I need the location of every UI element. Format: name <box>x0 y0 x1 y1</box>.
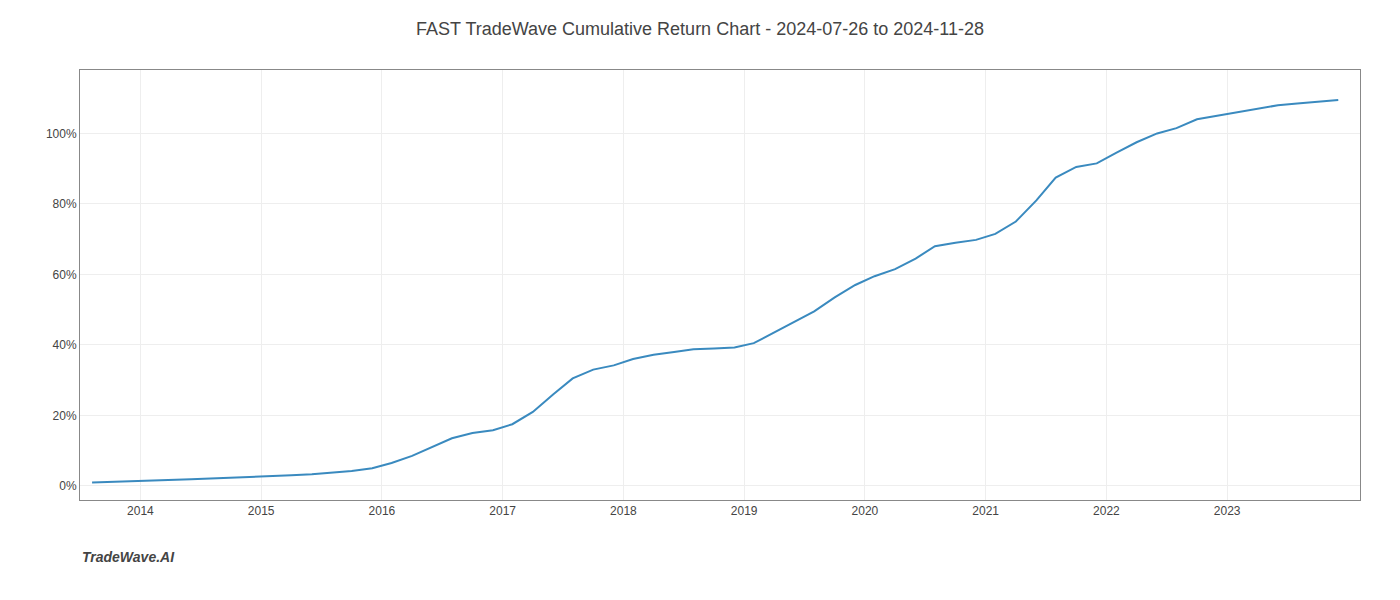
svg-text:TradeWave.AI: TradeWave.AI <box>82 549 175 565</box>
svg-text:80%: 80% <box>53 197 77 211</box>
svg-text:2016: 2016 <box>369 504 396 518</box>
svg-text:2018: 2018 <box>610 504 637 518</box>
svg-text:100%: 100% <box>46 127 77 141</box>
svg-text:2023: 2023 <box>1214 504 1241 518</box>
svg-text:2019: 2019 <box>731 504 758 518</box>
svg-text:60%: 60% <box>53 268 77 282</box>
svg-text:40%: 40% <box>53 338 77 352</box>
svg-text:0%: 0% <box>59 479 77 493</box>
svg-text:2022: 2022 <box>1093 504 1120 518</box>
svg-text:2020: 2020 <box>852 504 879 518</box>
svg-text:2015: 2015 <box>248 504 275 518</box>
svg-text:2021: 2021 <box>972 504 999 518</box>
svg-text:FAST TradeWave Cumulative Retu: FAST TradeWave Cumulative Return Chart -… <box>416 19 984 39</box>
svg-text:20%: 20% <box>53 409 77 423</box>
svg-text:2014: 2014 <box>127 504 154 518</box>
svg-text:2017: 2017 <box>489 504 516 518</box>
